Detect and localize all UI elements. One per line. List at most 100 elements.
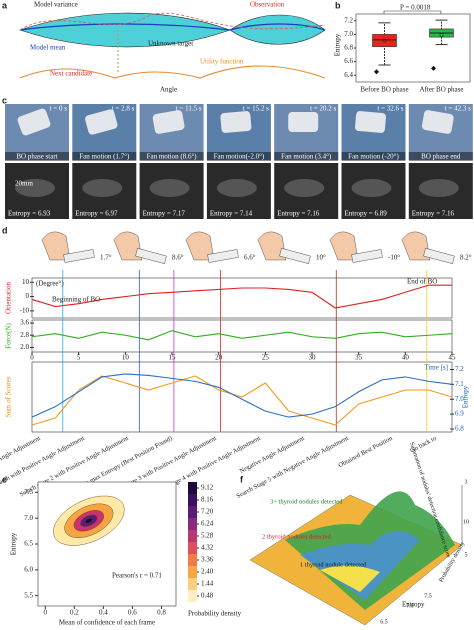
colorbar-label: 2.40 — [201, 568, 214, 576]
caption: Fan motion (1.7°) — [79, 153, 130, 161]
axis-label: Entropy — [334, 33, 342, 56]
axis-label: Mean of confidence of each frame — [59, 619, 155, 627]
axis-label: Force(N) — [5, 323, 13, 349]
caption-bg — [274, 152, 339, 161]
surface-yellow — [320, 565, 380, 592]
angle-label: 8.6° — [172, 254, 184, 262]
legend-label: 3+ thyroid nodules detected — [270, 498, 343, 505]
probe-icon — [135, 248, 167, 264]
tick-label: 6.8 — [455, 425, 464, 433]
legend-label: 1 thyroid nodule detected — [300, 561, 367, 568]
tissue — [82, 179, 123, 197]
time-label: t = 11.5 s — [176, 105, 202, 113]
tick-label: 7.2 — [455, 365, 464, 373]
time-label: t = 15.2 s — [243, 105, 269, 113]
colorbar-label: 4.32 — [201, 544, 214, 552]
x-tick-label: 0.8 — [157, 609, 166, 617]
probe-icon — [207, 249, 239, 263]
probe — [85, 109, 118, 135]
label: Model variance — [34, 1, 78, 9]
axes-frame — [31, 319, 453, 353]
tick-label: 5 — [465, 552, 468, 558]
x-tick-label: 5 — [77, 354, 81, 362]
probe — [355, 111, 386, 133]
target-line — [19, 12, 326, 31]
time-label: t = 0 s — [50, 105, 68, 113]
label: Angle — [160, 86, 177, 94]
entropy-label: Entropy = 6.89 — [345, 210, 388, 218]
entropy-label: Entropy = 6.97 — [75, 210, 118, 218]
note: Beginning of BO — [52, 296, 100, 304]
y-tick-label: 6.0 — [24, 565, 33, 573]
tissue — [15, 179, 55, 197]
panel-letter: c — [2, 95, 7, 105]
tissue — [351, 179, 392, 197]
caption: Fan motion (8.6°) — [147, 153, 198, 161]
probe-icon — [63, 249, 95, 263]
mean-line — [19, 23, 326, 31]
axis-label: Orientation — [5, 282, 13, 314]
colorbar-cell — [188, 482, 197, 494]
outlier — [374, 69, 379, 75]
entropy-label: Entropy = 6.93 — [8, 210, 51, 218]
tick-label: 7.1 — [455, 380, 464, 388]
tissue — [284, 179, 325, 197]
colorbar-label: 7.20 — [201, 508, 214, 516]
tick-label: 2.8 — [20, 331, 29, 339]
x-tick-label: 0 — [30, 354, 34, 362]
axes-frame — [31, 277, 453, 319]
entropy-line — [31, 373, 453, 418]
probe — [152, 110, 185, 134]
colorbar-cell — [188, 530, 197, 542]
title: P = 0.0018 — [400, 4, 431, 12]
y-tick-label: 7.0 — [24, 514, 33, 522]
y-tick-label: 6.5 — [24, 540, 33, 548]
axes-frame — [355, 13, 471, 83]
colorbar-label: 3.36 — [201, 556, 214, 564]
probe — [17, 108, 51, 136]
colorbar-label: 8.16 — [201, 496, 214, 504]
panel-letter: e — [2, 474, 7, 484]
axis-label: Entropy — [462, 385, 470, 408]
density-contour — [84, 517, 93, 524]
label: Next candidate — [50, 70, 92, 78]
x-tick-label: 15 — [169, 354, 177, 362]
tick-label: 2.0 — [20, 343, 29, 351]
y-tick-label: 6.6 — [344, 57, 353, 65]
surface-blue — [300, 531, 420, 600]
colorbar-label: 5.28 — [201, 532, 214, 540]
entropy-label: Entropy = 7.17 — [143, 210, 186, 218]
tick-label: 10 — [463, 519, 469, 525]
colorbar-cell — [188, 518, 197, 530]
significance-bracket — [383, 10, 442, 14]
x-tick-label: 25 — [262, 354, 270, 362]
tick-label: 6.5 — [380, 619, 388, 625]
scores-line — [31, 375, 453, 426]
unit: (Degree°) — [36, 280, 64, 288]
tick-label: 3 — [465, 479, 468, 485]
x-tick-label: 30 — [309, 354, 317, 362]
tick-label: -10 — [20, 306, 30, 314]
note: Pearson's r = 0.71 — [112, 572, 162, 580]
y-tick-label: 7.5 — [24, 488, 33, 496]
axis-label: Sum of Scores — [5, 376, 13, 417]
label: Utility function — [200, 58, 244, 66]
x-tick-label: 20 — [215, 354, 223, 362]
y-tick-label: 7.2 — [344, 16, 353, 24]
axis-label: Probability density — [188, 610, 242, 618]
entropy-label: Entropy = 7.16 — [412, 210, 455, 218]
probe — [288, 112, 319, 132]
x-tick-label: 40 — [402, 354, 410, 362]
caption: Fan motion (-20°) — [348, 153, 399, 161]
colorbar-cell — [188, 590, 197, 602]
panel-letter: a — [2, 0, 8, 10]
colorbar-label: 6.24 — [201, 520, 214, 528]
colorbar-cell — [188, 506, 197, 518]
colorbar-cell — [188, 578, 197, 590]
outlier — [431, 65, 436, 71]
tick-label: 3.6 — [20, 319, 29, 327]
tissue — [216, 179, 257, 197]
x-tick-label: 10 — [122, 354, 130, 362]
angle-label: 10° — [316, 254, 326, 262]
panel-letter: f — [240, 474, 244, 484]
